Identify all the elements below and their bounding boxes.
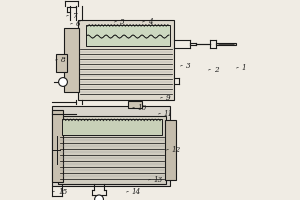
Text: 6: 6: [76, 20, 81, 28]
Text: 9: 9: [166, 94, 171, 102]
Text: 3: 3: [186, 62, 190, 70]
Bar: [86, 25, 170, 46]
Text: 7: 7: [72, 12, 76, 20]
Bar: [78, 20, 174, 100]
Bar: [56, 54, 67, 72]
Bar: [64, 28, 79, 92]
Text: 14: 14: [132, 188, 141, 196]
Bar: [52, 106, 170, 186]
Text: 2: 2: [214, 66, 219, 74]
Bar: [216, 43, 236, 45]
Text: 5: 5: [120, 18, 124, 26]
Text: 1: 1: [242, 64, 247, 72]
Bar: [128, 101, 142, 108]
Bar: [165, 120, 176, 180]
Text: 12: 12: [172, 146, 181, 154]
Bar: [52, 110, 63, 182]
Text: 15: 15: [58, 188, 67, 196]
Text: 11: 11: [164, 110, 173, 118]
Circle shape: [58, 78, 68, 86]
Text: 13: 13: [154, 176, 163, 184]
Bar: [62, 119, 162, 135]
Bar: [58, 116, 166, 184]
Text: 4: 4: [148, 18, 153, 26]
Text: 10: 10: [138, 104, 147, 112]
Circle shape: [94, 195, 103, 200]
Text: 8: 8: [61, 56, 66, 64]
